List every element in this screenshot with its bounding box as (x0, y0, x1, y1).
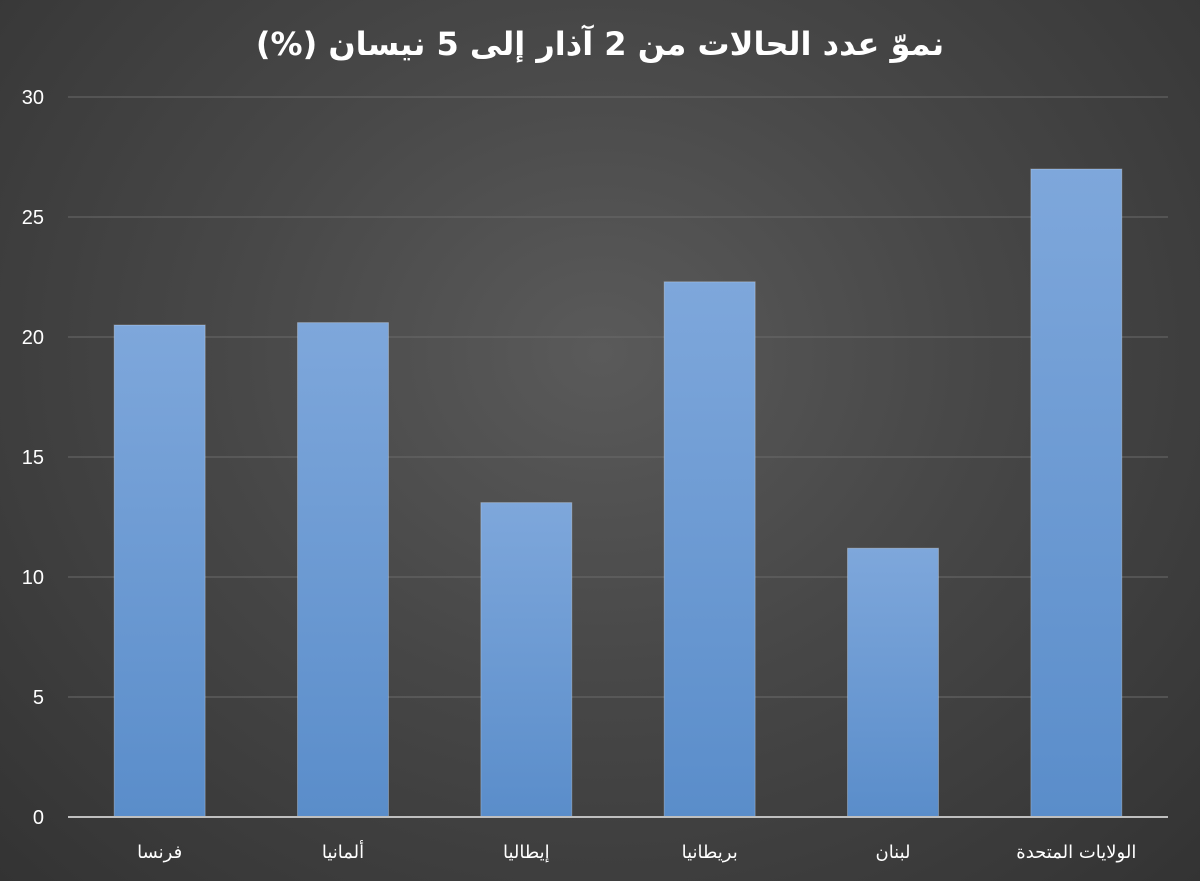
y-tick-label: 15 (22, 447, 44, 469)
gridlines (68, 96, 1168, 698)
x-tick-label: لبنان (875, 842, 910, 863)
y-tick-label: 25 (22, 207, 44, 229)
x-tick-label: فرنسا (137, 842, 182, 863)
y-axis-ticks: 0 5 10 15 20 25 30 (22, 87, 44, 829)
x-tick-label: ألمانيا (322, 840, 364, 863)
y-tick-label: 0 (33, 807, 44, 829)
bar-0 (113, 324, 206, 818)
x-axis-ticks: فرنسا ألمانيا إيطاليا بريطانيا لبنان الولايات… (137, 840, 1136, 863)
x-tick-label: الولايات المتحدة (1016, 842, 1136, 863)
y-tick-label: 5 (33, 687, 44, 709)
y-tick-label: 20 (22, 327, 44, 349)
bar-4 (847, 547, 939, 818)
bar-5 (1030, 168, 1123, 818)
bar-3 (663, 281, 756, 818)
y-tick-label: 30 (22, 87, 44, 109)
bars (113, 168, 1123, 818)
bar-2 (480, 502, 573, 818)
y-tick-label: 10 (22, 567, 44, 589)
chart-title: نموّ عدد الحالات من 2 آذار إلى 5 نيسان (… (255, 25, 945, 63)
x-tick-label: إيطاليا (503, 842, 550, 863)
x-tick-label: بريطانيا (682, 842, 738, 863)
bar-1 (297, 322, 389, 818)
